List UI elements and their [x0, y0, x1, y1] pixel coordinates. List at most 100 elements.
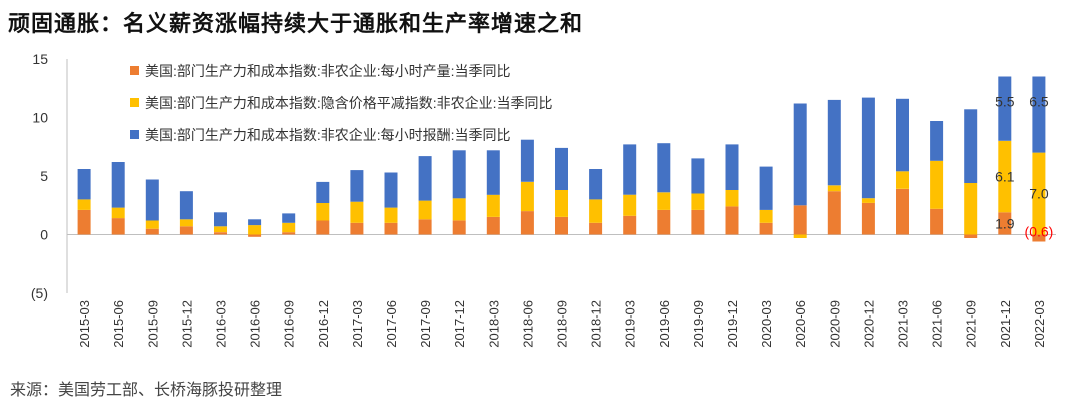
x-tick-label: 2019-09	[691, 300, 706, 348]
bar-segment	[452, 150, 466, 199]
x-tick-label: 2018-12	[589, 300, 604, 348]
bar-segment	[691, 209, 705, 235]
bar-segment	[77, 169, 91, 200]
bar-segment	[998, 212, 1012, 235]
x-tick-label: 2015-03	[77, 300, 92, 348]
x-tick-label: 2017-12	[452, 300, 467, 348]
x-tick-label: 2020-12	[861, 300, 876, 348]
y-tick-label: (5)	[31, 285, 48, 301]
bar-segment	[248, 234, 262, 237]
bar-segment	[793, 103, 807, 206]
bar-segment	[418, 200, 432, 220]
bar-segment	[214, 226, 227, 233]
bar-segment	[384, 207, 398, 223]
bar-segment	[555, 147, 568, 190]
bar-segment	[657, 209, 671, 235]
bar-segment	[657, 143, 671, 193]
bar-segment	[623, 215, 637, 235]
x-tick-label: 2017-06	[384, 300, 399, 348]
x-tick-label: 2016-06	[248, 300, 263, 348]
bar-segment	[248, 219, 262, 226]
legend-label: 美国:部门生产力和成本指数:非农企业:每小时产量:当季同比	[145, 63, 511, 79]
bar-segment	[930, 208, 944, 235]
bar-segment	[1032, 76, 1046, 153]
y-tick-label: 0	[40, 227, 48, 243]
bar-segment	[282, 222, 296, 233]
legend-swatch	[130, 98, 139, 107]
bar-segment	[486, 150, 500, 195]
bar-segment	[384, 222, 398, 235]
chart-bars	[77, 76, 1046, 242]
bar-segment	[964, 234, 978, 238]
x-tick-label: 2015-09	[145, 300, 160, 348]
bar-segment	[418, 156, 432, 201]
x-tick-label: 2015-12	[179, 300, 194, 348]
x-tick-label: 2021-06	[930, 300, 945, 348]
bar-segment	[214, 232, 227, 235]
x-tick-label: 2018-06	[520, 300, 535, 348]
bar-segment	[589, 222, 603, 235]
bar-segment	[248, 225, 262, 235]
bar-segment	[316, 202, 330, 221]
bar-segment	[316, 181, 330, 203]
x-tick-label: 2018-03	[486, 300, 501, 348]
legend-label: 美国:部门生产力和成本指数:非农企业:每小时报酬:当季同比	[145, 127, 511, 143]
bar-segment	[827, 185, 841, 192]
x-tick-label: 2020-09	[827, 300, 842, 348]
data-label: 5.5	[995, 94, 1015, 110]
x-tick-label: 2016-03	[213, 300, 228, 348]
bar-segment	[350, 201, 364, 223]
x-tick-label: 2016-09	[282, 300, 297, 348]
bar-segment	[384, 172, 398, 208]
bar-segment	[759, 209, 773, 223]
chart-legend: 美国:部门生产力和成本指数:非农企业:每小时产量:当季同比美国:部门生产力和成本…	[130, 63, 553, 143]
bar-segment	[350, 170, 364, 202]
bar-segment	[1032, 234, 1046, 242]
data-label: 6.1	[995, 169, 1015, 185]
x-tick-label: 2017-03	[350, 300, 365, 348]
x-axis-ticks: 2015-03 2015-06 2015-09 2015-12 2016-03 2016-…	[77, 300, 1047, 348]
y-tick-label: 5	[40, 168, 48, 184]
bar-segment	[145, 220, 159, 229]
x-tick-label: 2021-12	[998, 300, 1013, 348]
y-tick-label: 10	[32, 110, 48, 126]
bar-segment	[214, 212, 227, 227]
x-tick-label: 2019-12	[725, 300, 740, 348]
data-label: 1.9	[995, 215, 1015, 231]
bar-segment	[896, 188, 909, 235]
y-tick-label: 15	[32, 51, 48, 67]
bar-segment	[452, 198, 466, 221]
data-labels: 1.9 6.1 5.5 (0.6) 7.0 6.5	[995, 94, 1053, 240]
bar-segment	[520, 139, 534, 182]
bar-segment	[896, 98, 909, 172]
chart-title: 顽固通胀：名义薪资涨幅持续大于通胀和生产率增速之和	[8, 11, 584, 36]
bar-segment	[759, 166, 773, 210]
bar-segment	[725, 190, 739, 207]
data-label: (0.6)	[1025, 224, 1054, 240]
bar-segment	[964, 183, 978, 235]
bar-segment	[589, 169, 603, 200]
x-tick-label: 2021-03	[896, 300, 911, 348]
bar-segment	[555, 190, 568, 217]
bar-segment	[861, 198, 875, 203]
bar-segment	[725, 144, 739, 190]
legend-swatch	[130, 66, 139, 75]
bar-segment	[179, 226, 193, 235]
bar-segment	[930, 121, 944, 161]
bar-segment	[111, 207, 125, 219]
bar-segment	[145, 179, 159, 221]
x-tick-label: 2020-06	[793, 300, 808, 348]
bar-segment	[861, 202, 875, 235]
bar-segment	[827, 191, 841, 235]
bar-segment	[998, 76, 1012, 141]
x-tick-label: 2019-03	[623, 300, 638, 348]
bar-segment	[930, 160, 944, 209]
bar-segment	[555, 217, 568, 235]
bar-segment	[350, 222, 364, 235]
x-tick-label: 2021-09	[964, 300, 979, 348]
bar-segment	[725, 206, 739, 235]
bar-segment	[316, 220, 330, 235]
bar-segment	[111, 162, 125, 208]
bar-segment	[77, 209, 91, 235]
